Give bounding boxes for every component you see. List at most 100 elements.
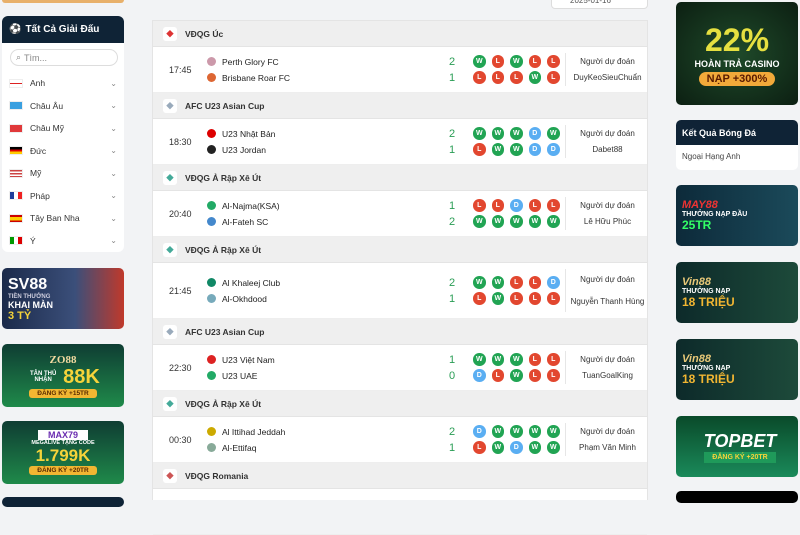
league-header[interactable]: ◆ VĐQG Ả Rập Xê Út xyxy=(153,165,647,191)
form-badge: L xyxy=(491,199,504,212)
usa-flag-icon xyxy=(9,168,23,178)
home-score: 1 xyxy=(448,353,456,366)
league-header[interactable]: ◆ VĐQG Ả Rập Xê Út xyxy=(153,391,647,417)
home-team-logo-icon xyxy=(207,278,216,287)
date-picker[interactable]: 2025-01-16 xyxy=(551,0,648,9)
away-score: 1 xyxy=(448,292,456,305)
search-input[interactable]: ⌕ Tìm... xyxy=(10,49,118,66)
form-badge: W xyxy=(547,127,560,140)
results-link-premier-league[interactable]: Ngoại Hạng Anh xyxy=(682,152,741,161)
form-badge: L xyxy=(491,71,504,84)
away-team: Brisbane Roar FC xyxy=(222,72,291,83)
predictor-name[interactable]: TuanGoalKing xyxy=(582,371,633,381)
form-badge: L xyxy=(547,55,560,68)
trophy-icon: ⚽ xyxy=(9,24,22,35)
max79-banner[interactable]: MAX79 MEGALIVE TẶNG CODE 1.799K ĐĂNG KÝ … xyxy=(2,421,124,484)
home-score: 1 xyxy=(448,199,456,212)
sidebar-item-americas[interactable]: Châu Mỹ ⌄ xyxy=(2,117,124,140)
form-badge: D xyxy=(528,127,541,140)
topbet-banner[interactable]: TOPBET ĐĂNG KÝ +20TR xyxy=(676,416,798,477)
sidebar-item-germany[interactable]: Đức ⌄ xyxy=(2,140,124,163)
form-badge: L xyxy=(528,199,541,212)
form-badge: L xyxy=(491,369,504,382)
chevron-down-icon: ⌄ xyxy=(110,236,117,246)
chevron-down-icon: ⌄ xyxy=(110,146,117,156)
form-badge: L xyxy=(528,292,541,305)
sidebar-item-italy[interactable]: Ý ⌄ xyxy=(2,230,124,253)
form-badge: W xyxy=(528,215,541,228)
vin88-banner[interactable]: Vin88 THƯỞNG NẠP 18 TRIỆU xyxy=(676,262,798,323)
match-row[interactable] xyxy=(153,489,647,535)
more-banner[interactable] xyxy=(676,491,798,503)
home-team: Al-Najma(KSA) xyxy=(222,200,280,211)
sv88-banner[interactable]: SV88 TIỀN THƯỞNG KHAI MÀN 3 TỶ xyxy=(2,268,124,329)
home-score: 2 xyxy=(448,55,456,68)
form-badge: L xyxy=(510,292,523,305)
away-team-logo-icon xyxy=(207,73,216,82)
league-header[interactable]: ◆ AFC U23 Asian Cup xyxy=(153,93,647,119)
predictor-name[interactable]: Dabet88 xyxy=(592,145,623,155)
home-team-logo-icon xyxy=(207,201,216,210)
away-score: 1 xyxy=(448,441,456,454)
form-badge: L xyxy=(528,55,541,68)
form-badge: D xyxy=(547,276,560,289)
form-badge: L xyxy=(528,369,541,382)
form-badge: L xyxy=(528,276,541,289)
form-badge: W xyxy=(491,276,504,289)
sidebar-item-usa[interactable]: Mỹ ⌄ xyxy=(2,162,124,185)
casino-promo-banner[interactable]: 22% HOÀN TRẢ CASINO NẠP +300% xyxy=(676,2,798,105)
chevron-down-icon: ⌄ xyxy=(110,101,117,111)
may88-banner[interactable]: MAY88 THƯỞNG NẠP ĐẦU 25TR xyxy=(676,185,798,246)
form-badge: W xyxy=(510,55,523,68)
top-banner-edge xyxy=(2,0,124,3)
england-flag-icon xyxy=(9,78,23,88)
form-badge: W xyxy=(491,127,504,140)
more-banner[interactable] xyxy=(2,497,124,507)
results-title: Kết Quả Bóng Đá xyxy=(676,120,798,145)
away-score: 1 xyxy=(448,143,456,156)
home-team: Al Ittihad Jeddah xyxy=(222,426,286,437)
form-badge: W xyxy=(491,441,504,454)
form-badge: L xyxy=(491,55,504,68)
sidebar-item-england[interactable]: Anh ⌄ xyxy=(2,72,124,95)
sidebar-item-europe[interactable]: Châu Âu ⌄ xyxy=(2,95,124,118)
predictor-name[interactable]: Phạm Văn Minh xyxy=(579,443,636,453)
predictor-name[interactable]: Nguyễn Thanh Hùng xyxy=(570,296,645,306)
form-badge: D xyxy=(547,143,560,156)
league-logo-icon: ◆ xyxy=(163,468,177,483)
vin88-banner[interactable]: Vin88 THƯỞNG NẠP 18 TRIỆU xyxy=(676,339,798,400)
prediction-label: Người dự đoán xyxy=(580,275,635,285)
form-badge: W xyxy=(510,127,523,140)
form-badge: W xyxy=(547,425,560,438)
predictor-name[interactable]: Lê Hữu Phúc xyxy=(583,217,632,227)
away-team-logo-icon xyxy=(207,443,216,452)
predictor-name[interactable]: DuyKeoSieuChuẩn xyxy=(573,73,642,83)
sidebar-item-spain[interactable]: Tây Ban Nha ⌄ xyxy=(2,207,124,230)
league-header[interactable]: ◆ VĐQG Úc xyxy=(153,21,647,47)
match-time: 00:30 xyxy=(169,434,192,445)
form-badge: L xyxy=(547,71,560,84)
league-header[interactable]: ◆ VĐQG Romania xyxy=(153,463,647,489)
league-logo-icon: ◆ xyxy=(163,98,177,113)
home-team: U23 Nhật Bản xyxy=(222,128,276,139)
zo88-banner[interactable]: ZO88 TÂN THỦ NHẬN 88K ĐĂNG KÝ +15TR xyxy=(2,344,124,407)
league-header[interactable]: ◆ AFC U23 Asian Cup xyxy=(153,319,647,345)
form-badge: W xyxy=(473,55,486,68)
league-header[interactable]: ◆ VĐQG Ả Rập Xê Út xyxy=(153,237,647,263)
sidebar-item-france[interactable]: Pháp ⌄ xyxy=(2,185,124,208)
form-badge: D xyxy=(510,199,523,212)
match-row[interactable]: 17:45 Perth Glory FC Brisbane Roar FC 2 1… xyxy=(153,47,647,93)
form-badge: W xyxy=(473,353,486,366)
form-badge: L xyxy=(510,276,523,289)
spain-flag-icon xyxy=(9,213,23,223)
home-team-logo-icon xyxy=(207,129,216,138)
